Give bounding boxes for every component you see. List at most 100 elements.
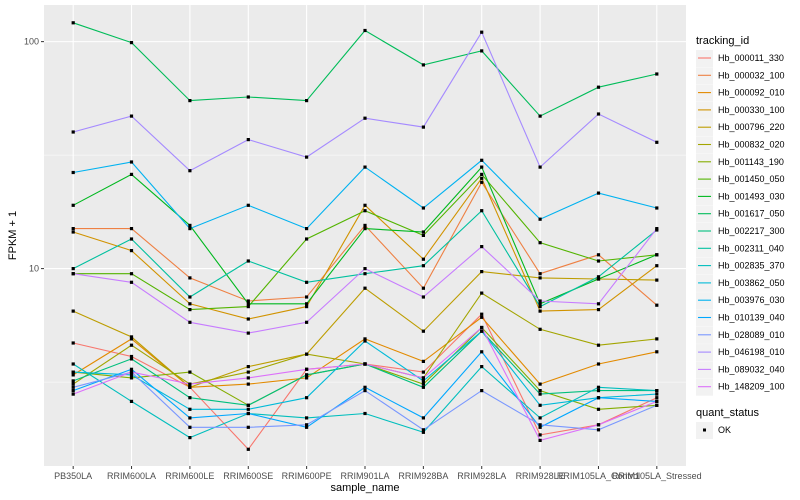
- x-tick-label: RRIM928LE: [516, 471, 565, 481]
- data-point-Hb_001450_050-RRIM600PE: [305, 237, 309, 241]
- x-tick-label: RRIM105LA_Stressed: [612, 471, 702, 481]
- data-point-Hb_000330_100-RRIM600LE: [188, 302, 192, 306]
- data-point-Hb_003976_030-RRIM600SE: [246, 203, 250, 207]
- x-tick-label: PB350LA: [54, 471, 92, 481]
- data-point-Hb_001493_030-RRIM928LA: [480, 165, 484, 169]
- data-point-Hb_003976_030-RRIM600LA: [129, 160, 134, 164]
- data-point-Hb_046198_010-RRIM600LA: [129, 114, 134, 118]
- data-point-Hb_089032_040-RRIM600LA: [129, 280, 134, 284]
- data-point-Hb_148209_100-PB350LA: [71, 392, 75, 396]
- data-point-Hb_003862_050-PB350LA: [71, 370, 75, 374]
- data-point-Hb_003862_050-RRIM901LA: [363, 339, 367, 343]
- legend-label-Hb_046198_010: Hb_046198_010: [718, 347, 785, 357]
- data-points: [71, 21, 659, 451]
- data-point-Hb_000032_100-RRIM105LA_Control: [596, 253, 601, 257]
- data-point-Hb_003862_050-RRIM600LA: [129, 373, 134, 377]
- data-point-Hb_002835_370-RRIM928BA: [421, 430, 425, 434]
- data-point-Hb_001617_050-RRIM600LA: [129, 41, 134, 45]
- legend-label-Hb_000032_100: Hb_000032_100: [718, 70, 785, 80]
- data-point-Hb_001493_030-RRIM105LA_Control: [596, 277, 601, 281]
- data-point-Hb_010139_040-RRIM105LA_Control: [596, 396, 601, 400]
- data-point-Hb_148209_100-RRIM928BA: [421, 376, 425, 380]
- data-point-Hb_089032_040-RRIM928BA: [421, 295, 425, 299]
- data-point-Hb_046198_010-RRIM928LA: [480, 30, 484, 34]
- y-axis-title: FPKM + 1: [7, 211, 19, 260]
- data-point-Hb_003862_050-RRIM600PE: [305, 396, 309, 400]
- data-point-Hb_002217_300-PB350LA: [71, 379, 75, 383]
- y-tick-label: 10: [29, 264, 39, 274]
- data-point-Hb_003862_050-RRIM928LE: [538, 403, 542, 407]
- legend-entries: Hb_000011_330 Hb_000032_100 Hb_000092_010 H…: [696, 50, 785, 396]
- data-point-Hb_000092_010-RRIM928BA: [421, 359, 425, 363]
- data-point-Hb_046198_010-RRIM105LA_Stressed: [655, 140, 659, 144]
- data-point-Hb_000011_330-RRIM928LE: [538, 433, 542, 437]
- data-point-Hb_000796_220-RRIM600SE: [246, 365, 250, 369]
- x-tick-label: RRIM928LA: [457, 471, 506, 481]
- data-point-Hb_000330_100-RRIM600SE: [246, 317, 250, 321]
- legend-label-Hb_003976_030: Hb_003976_030: [718, 295, 785, 305]
- data-point-Hb_001493_030-RRIM928LE: [538, 302, 542, 306]
- y-tick-label: 100: [24, 37, 39, 47]
- data-point-Hb_001493_030-RRIM600LE: [188, 223, 192, 227]
- data-point-Hb_089032_040-RRIM928LE: [538, 299, 542, 303]
- data-point-Hb_000330_100-PB350LA: [71, 230, 75, 234]
- data-point-Hb_000092_010-RRIM901LA: [363, 337, 367, 341]
- data-point-Hb_000832_020-RRIM600PE: [305, 352, 309, 356]
- data-point-Hb_003862_050-RRIM600LE: [188, 407, 192, 411]
- data-point-Hb_002217_300-RRIM928LE: [538, 392, 542, 396]
- data-point-Hb_002311_040-RRIM928LA: [480, 209, 484, 213]
- data-point-Hb_046198_010-RRIM928BA: [421, 125, 425, 129]
- data-point-Hb_000330_100-RRIM928LE: [538, 309, 542, 313]
- data-point-Hb_003976_030-PB350LA: [71, 170, 75, 175]
- data-point-Hb_001450_050-RRIM600SE: [246, 305, 250, 309]
- data-point-Hb_001493_030-RRIM901LA: [363, 227, 367, 231]
- data-point-Hb_000092_010-RRIM928LE: [538, 382, 542, 386]
- data-point-Hb_148209_100-RRIM600SE: [246, 376, 250, 380]
- data-point-Hb_001143_190-RRIM928BA: [421, 382, 425, 386]
- data-point-Hb_002311_040-RRIM105LA_Control: [596, 275, 601, 279]
- data-point-Hb_001617_050-PB350LA: [71, 21, 75, 25]
- x-tick-label: RRIM105LA_Control: [557, 471, 640, 481]
- legend-label-Hb_000011_330: Hb_000011_330: [718, 53, 784, 63]
- data-point-Hb_046198_010-RRIM600SE: [246, 138, 250, 142]
- data-point-Hb_002311_040-RRIM928LE: [538, 305, 542, 309]
- data-point-Hb_000330_100-RRIM928LA: [480, 176, 484, 180]
- data-point-Hb_001617_050-RRIM928BA: [421, 63, 425, 67]
- data-point-Hb_000092_010-RRIM600LA: [129, 337, 134, 341]
- data-point-Hb_001450_050-RRIM928LA: [480, 172, 484, 176]
- data-point-Hb_000796_220-RRIM928LE: [538, 276, 542, 280]
- data-point-Hb_003976_030-RRIM901LA: [363, 165, 367, 169]
- data-point-Hb_000032_100-RRIM928LA: [480, 180, 484, 184]
- data-point-Hb_001143_190-RRIM600LA: [129, 376, 134, 380]
- legend-label-Hb_028089_010: Hb_028089_010: [718, 330, 785, 340]
- data-point-Hb_148209_100-RRIM928LA: [480, 325, 484, 330]
- legend-label-Hb_000832_020: Hb_000832_020: [718, 140, 785, 150]
- data-point-Hb_003862_050-RRIM928LA: [480, 329, 484, 333]
- data-point-Hb_028089_010-RRIM928BA: [421, 428, 425, 432]
- data-point-Hb_002217_300-RRIM600LE: [188, 396, 192, 400]
- data-point-Hb_028089_010-RRIM928LE: [538, 423, 542, 427]
- data-point-Hb_003976_030-RRIM105LA_Stressed: [655, 206, 659, 210]
- data-point-Hb_001450_050-RRIM600LA: [129, 272, 134, 276]
- data-point-Hb_001617_050-RRIM105LA_Control: [596, 85, 601, 89]
- x-tick-label: RRIM600LA: [107, 471, 156, 481]
- data-point-Hb_000832_020-PB350LA: [71, 382, 75, 386]
- data-point-Hb_046198_010-RRIM901LA: [363, 116, 367, 120]
- legend-label-Hb_001617_050: Hb_001617_050: [718, 209, 785, 219]
- data-point-Hb_001493_030-RRIM600PE: [305, 302, 309, 306]
- data-point-Hb_148209_100-RRIM600PE: [305, 367, 309, 371]
- data-point-Hb_000011_330-PB350LA: [71, 341, 75, 345]
- data-point-Hb_028089_010-RRIM901LA: [363, 389, 367, 393]
- legend-label-Hb_000796_220: Hb_000796_220: [718, 122, 785, 132]
- data-point-Hb_046198_010-PB350LA: [71, 130, 75, 134]
- data-point-Hb_000032_100-RRIM600PE: [305, 295, 309, 299]
- data-point-Hb_003862_050-RRIM928BA: [421, 379, 425, 383]
- data-point-Hb_002835_370-RRIM928LA: [480, 365, 484, 369]
- data-point-Hb_000796_220-RRIM105LA_Stressed: [655, 278, 659, 282]
- data-point-Hb_028089_010-RRIM600SE: [246, 425, 250, 429]
- data-point-Hb_001450_050-RRIM901LA: [363, 209, 367, 213]
- legend-title-quant-status: quant_status: [696, 407, 759, 419]
- data-point-Hb_003976_030-RRIM600LE: [188, 227, 192, 231]
- data-point-Hb_000032_100-RRIM928LE: [538, 272, 542, 276]
- data-point-Hb_000832_020-RRIM600LA: [129, 343, 134, 347]
